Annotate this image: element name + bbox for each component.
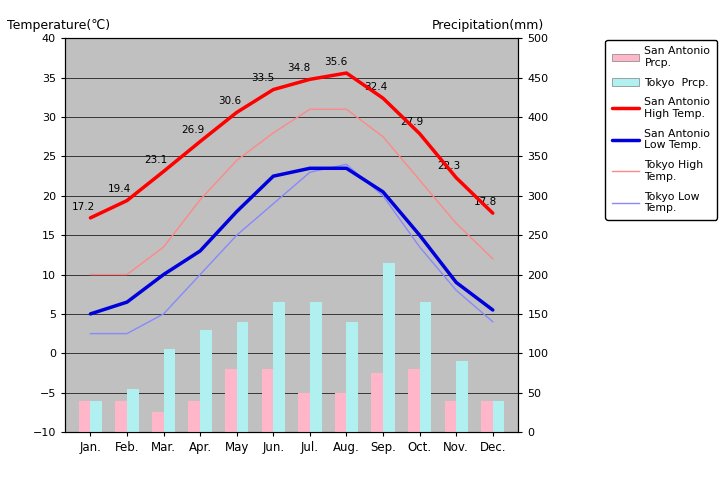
Tokyo Low
Temp. — [196, 272, 204, 277]
San Antonio
Low Temp. — [415, 232, 424, 238]
San Antonio
High Temp. — [452, 175, 461, 180]
Bar — [274, 302, 285, 432]
San Antonio
Low Temp. — [159, 272, 168, 277]
Bar — [310, 302, 322, 432]
Bar — [456, 361, 468, 432]
Line: San Antonio
High Temp.: San Antonio High Temp. — [91, 73, 492, 218]
Text: Temperature(℃): Temperature(℃) — [7, 19, 110, 32]
Bar — [335, 393, 346, 432]
San Antonio
High Temp. — [415, 131, 424, 136]
Bar — [152, 412, 163, 432]
Bar — [420, 302, 431, 432]
San Antonio
Low Temp. — [452, 279, 461, 285]
San Antonio
High Temp. — [379, 96, 387, 101]
Bar — [298, 393, 310, 432]
Tokyo High
Temp. — [452, 220, 461, 226]
Legend: San Antonio
Prcp., Tokyo  Prcp., San Antonio
High Temp., San Antonio
Low Temp., : San Antonio Prcp., Tokyo Prcp., San Anto… — [606, 40, 717, 220]
San Antonio
High Temp. — [269, 87, 278, 93]
Text: 22.3: 22.3 — [437, 161, 461, 171]
Tokyo Low
Temp. — [488, 319, 497, 324]
Bar — [408, 369, 420, 432]
San Antonio
Low Temp. — [342, 166, 351, 171]
Bar — [481, 400, 492, 432]
San Antonio
High Temp. — [342, 70, 351, 76]
Bar — [237, 322, 248, 432]
San Antonio
Low Temp. — [305, 166, 314, 171]
Line: Tokyo High
Temp.: Tokyo High Temp. — [91, 109, 492, 275]
Line: San Antonio
Low Temp.: San Antonio Low Temp. — [91, 168, 492, 314]
San Antonio
High Temp. — [196, 139, 204, 144]
Tokyo Low
Temp. — [342, 161, 351, 167]
San Antonio
Low Temp. — [233, 209, 241, 215]
Tokyo Low
Temp. — [269, 201, 278, 206]
San Antonio
High Temp. — [305, 76, 314, 82]
Tokyo High
Temp. — [415, 177, 424, 183]
Text: 33.5: 33.5 — [251, 73, 274, 83]
Text: 23.1: 23.1 — [145, 155, 168, 165]
Tokyo High
Temp. — [488, 256, 497, 262]
San Antonio
High Temp. — [122, 198, 131, 204]
Tokyo High
Temp. — [122, 272, 131, 277]
Tokyo High
Temp. — [379, 134, 387, 140]
Text: 35.6: 35.6 — [324, 57, 347, 67]
Bar — [189, 400, 200, 432]
Bar — [261, 369, 274, 432]
San Antonio
Low Temp. — [488, 307, 497, 313]
Bar — [225, 369, 237, 432]
San Antonio
Low Temp. — [269, 173, 278, 179]
Bar — [372, 373, 383, 432]
Bar — [492, 400, 505, 432]
Tokyo High
Temp. — [196, 197, 204, 203]
Bar — [163, 349, 175, 432]
San Antonio
High Temp. — [159, 168, 168, 174]
Tokyo High
Temp. — [342, 107, 351, 112]
Bar — [444, 400, 456, 432]
Bar — [383, 263, 395, 432]
Tokyo High
Temp. — [159, 244, 168, 250]
Bar — [346, 322, 358, 432]
Text: 26.9: 26.9 — [181, 125, 204, 135]
Tokyo High
Temp. — [86, 272, 95, 277]
Tokyo Low
Temp. — [122, 331, 131, 336]
San Antonio
High Temp. — [86, 215, 95, 221]
Bar — [78, 400, 91, 432]
Tokyo Low
Temp. — [452, 288, 461, 293]
Tokyo Low
Temp. — [305, 169, 314, 175]
San Antonio
High Temp. — [233, 109, 241, 115]
Text: 19.4: 19.4 — [108, 184, 131, 194]
Text: 17.2: 17.2 — [71, 202, 95, 212]
Tokyo Low
Temp. — [86, 331, 95, 336]
Line: Tokyo Low
Temp.: Tokyo Low Temp. — [91, 164, 492, 334]
Tokyo Low
Temp. — [379, 193, 387, 199]
Tokyo Low
Temp. — [415, 244, 424, 250]
Tokyo Low
Temp. — [233, 232, 241, 238]
San Antonio
High Temp. — [488, 210, 497, 216]
Text: 27.9: 27.9 — [401, 117, 424, 127]
Text: 32.4: 32.4 — [364, 82, 387, 92]
Tokyo High
Temp. — [233, 157, 241, 163]
Tokyo Low
Temp. — [159, 311, 168, 317]
San Antonio
Low Temp. — [196, 248, 204, 254]
San Antonio
Low Temp. — [86, 311, 95, 317]
Bar — [200, 330, 212, 432]
Bar — [91, 400, 102, 432]
Tokyo High
Temp. — [269, 130, 278, 136]
Text: 34.8: 34.8 — [287, 63, 310, 73]
San Antonio
Low Temp. — [122, 299, 131, 305]
Tokyo High
Temp. — [305, 107, 314, 112]
San Antonio
Low Temp. — [379, 189, 387, 195]
Bar — [127, 389, 139, 432]
Bar — [115, 400, 127, 432]
Text: 17.8: 17.8 — [474, 197, 497, 207]
Text: Precipitation(mm): Precipitation(mm) — [432, 19, 544, 32]
Text: 30.6: 30.6 — [218, 96, 241, 106]
